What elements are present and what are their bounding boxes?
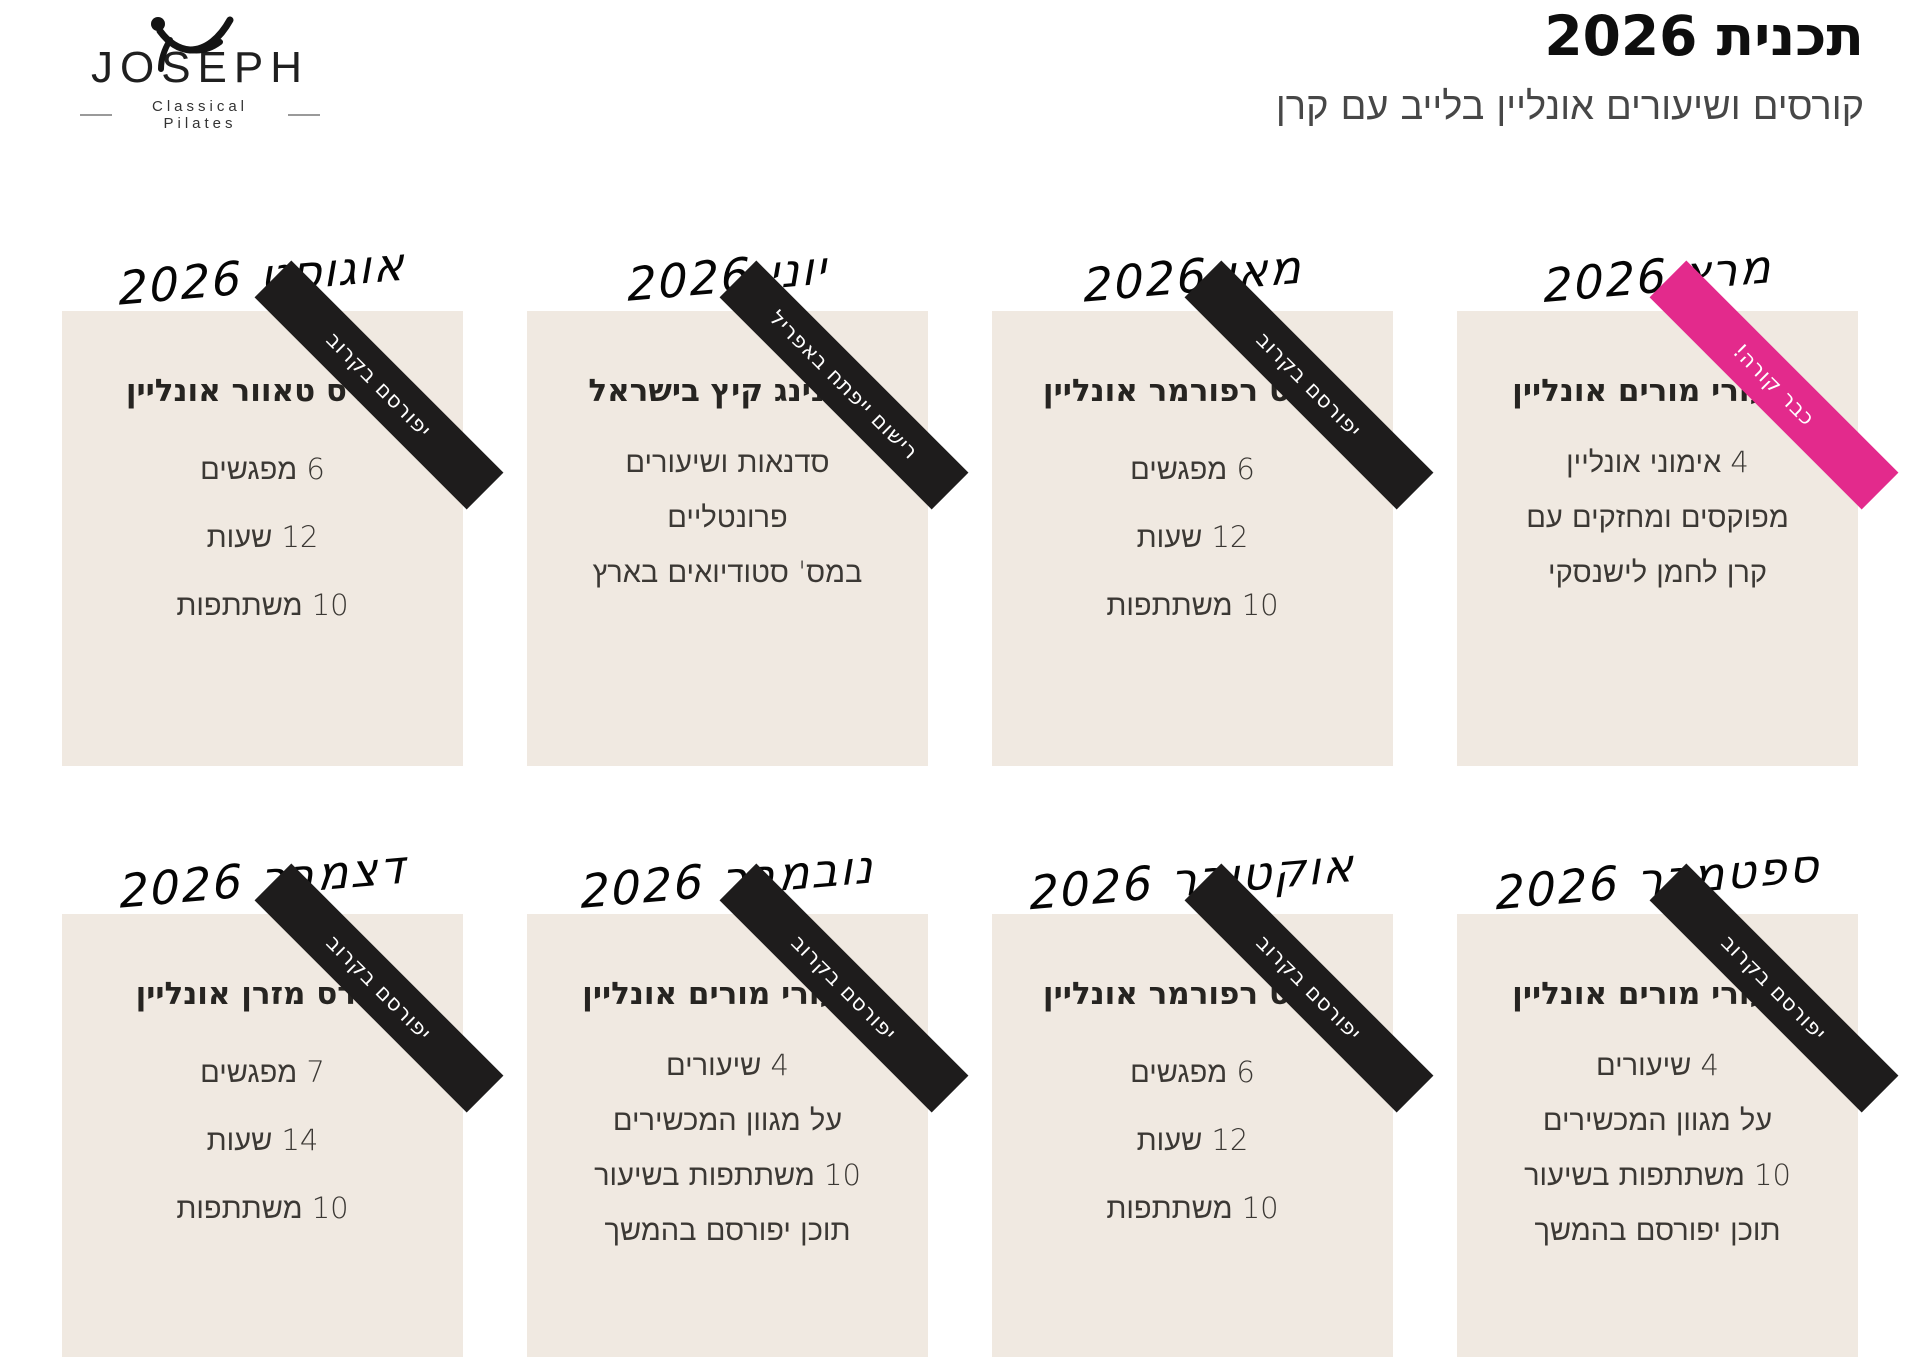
course-detail-line: פרונטליים [667, 500, 788, 535]
page-title: תכנית 2026 [1544, 4, 1864, 68]
course-card-september: יפורסם בקרוב שיעורי מורים אונליין 4 שיעו… [1457, 863, 1899, 1357]
course-detail-line: 7 מפגשים [200, 1055, 325, 1089]
month-column-june: יוני 2026 רישום ייפתח באפריל הפנינג קיץ … [527, 158, 969, 766]
course-detail-line: 10 משתתפות [1106, 588, 1279, 623]
course-detail-line: מפוקסים ומחזקים עם [1526, 500, 1789, 535]
header-titles: תכנית 2026 קורסים ושיעורים אונליין בלייב… [1276, 4, 1864, 129]
course-detail-line: סדנאות ושיעורים [625, 445, 830, 479]
course-card-october: יפורסם בקרוב קורס רפורמר אונליין 6 מפגשי… [992, 863, 1434, 1357]
cards-row-bottom: ספטמבר 2026 יפורסם בקרוב שיעורי מורים או… [0, 826, 1920, 1357]
course-detail-line: 12 שעות [1136, 1123, 1249, 1158]
course-detail-line: קרן לחמן לישנסקי [1548, 555, 1767, 590]
course-card-december: יפורסם בקרוב קורס מזרן אונליין 7 מפגשים … [62, 863, 504, 1357]
course-detail-line: תוכן יפורסם בהמשך [604, 1213, 851, 1248]
month-column-december: דצמבר 2026 יפורסם בקרוב קורס מזרן אונליי… [62, 826, 504, 1357]
course-detail-line: 12 שעות [206, 520, 319, 555]
course-detail-line: 4 שיעורים [666, 1048, 789, 1082]
month-column-august: אוגוסט 2026 יפורסם בקרוב קורס טאוור אונל… [62, 158, 504, 766]
joseph-logo: JOSEPH Classical Pilates [80, 8, 320, 132]
course-detail-line: 6 מפגשים [1130, 1055, 1255, 1089]
month-column-october: אוקטובר 2026 יפורסם בקרוב קורס רפורמר או… [992, 826, 1434, 1357]
course-card-march: כבר קורה! שיעורי מורים אונליין 4 אימוני … [1457, 260, 1899, 766]
course-detail-line: 4 אימוני אונליין [1566, 445, 1749, 479]
course-detail-line: על מגוון המכשירים [1542, 1103, 1773, 1138]
course-detail-line: 10 משתתפות בשיעור [594, 1158, 861, 1193]
logo-tagline: Classical Pilates [80, 98, 320, 132]
course-detail-line: 10 משתתפות [1106, 1191, 1279, 1226]
course-detail-line: במס' סטודיואים בארץ [592, 555, 863, 590]
pilates-figure-icon [80, 8, 320, 72]
course-detail-line: על מגוון המכשירים [612, 1103, 843, 1138]
course-card-may: יפורסם בקרוב קורס רפורמר אונליין 6 מפגשי… [992, 260, 1434, 766]
month-column-may: מאי 2026 יפורסם בקרוב קורס רפורמר אונליי… [992, 158, 1434, 766]
course-detail-line: תוכן יפורסם בהמשך [1534, 1213, 1781, 1248]
month-column-november: נובמבר 2026 יפורסם בקרוב שיעורי מורים או… [527, 826, 969, 1357]
course-detail-line: 6 מפגשים [200, 452, 325, 486]
course-detail-line: 10 משתתפות [176, 1191, 349, 1226]
page-subtitle: קורסים ושיעורים אונליין בלייב עם קרן [1275, 84, 1864, 128]
course-detail-line: 6 מפגשים [1130, 452, 1255, 486]
month-column-march: מרץ 2026 כבר קורה! שיעורי מורים אונליין … [1457, 158, 1899, 766]
cards-row-top: מרץ 2026 כבר קורה! שיעורי מורים אונליין … [0, 158, 1920, 766]
course-card-november: יפורסם בקרוב שיעורי מורים אונליין 4 שיעו… [527, 863, 969, 1357]
month-column-september: ספטמבר 2026 יפורסם בקרוב שיעורי מורים או… [1457, 826, 1899, 1357]
course-detail-line: 14 שעות [206, 1123, 319, 1158]
tagline-dash-left [80, 114, 112, 116]
course-card-june: רישום ייפתח באפריל הפנינג קיץ בישראל סדנ… [527, 260, 969, 766]
course-detail-line: 10 משתתפות [176, 588, 349, 623]
tagline-dash-right [288, 114, 320, 116]
course-detail-line: 4 שיעורים [1596, 1048, 1719, 1082]
course-card-august: יפורסם בקרוב קורס טאוור אונליין 6 מפגשים… [62, 260, 504, 766]
course-detail-line: 12 שעות [1136, 520, 1249, 555]
course-detail-line: 10 משתתפות בשיעור [1524, 1158, 1791, 1193]
